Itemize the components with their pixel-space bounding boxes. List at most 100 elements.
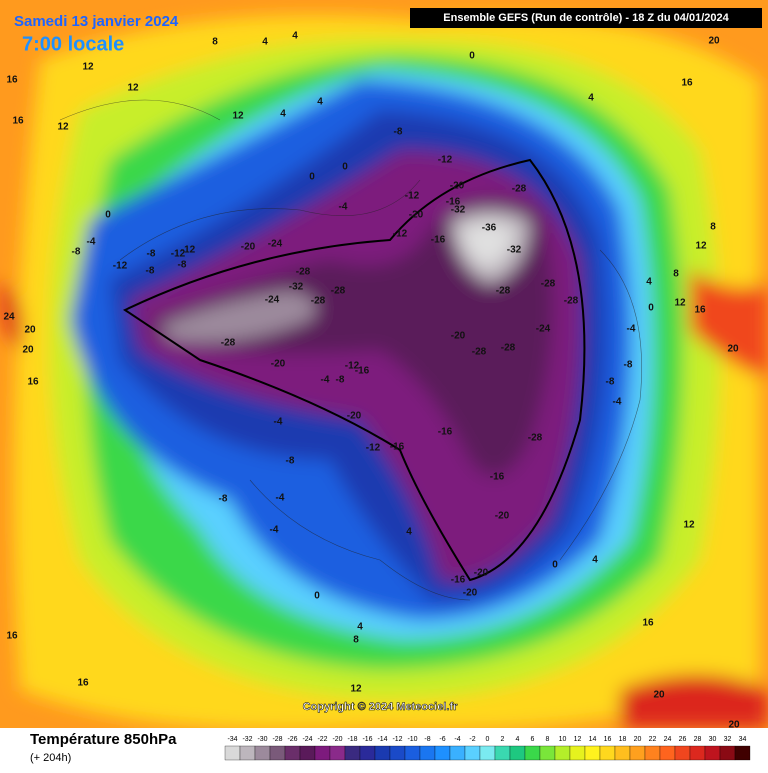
legend-swatch xyxy=(659,745,676,761)
contour-label: 12 xyxy=(57,122,69,133)
legend-label: -18 xyxy=(347,736,357,743)
legend-swatch xyxy=(479,745,496,761)
contour-label: 4 xyxy=(646,277,652,288)
contour-label: -8 xyxy=(394,127,403,138)
legend-swatch xyxy=(509,745,526,761)
contour-label: -8 xyxy=(286,456,295,467)
contour-label: -4 xyxy=(339,202,348,213)
legend-label: -10 xyxy=(407,736,417,743)
legend-swatch xyxy=(329,745,346,761)
legend-swatch xyxy=(224,745,241,761)
contour-label: -28 xyxy=(496,286,511,297)
legend-label: -26 xyxy=(287,736,297,743)
legend-swatch xyxy=(614,745,631,761)
contour-label: -28 xyxy=(501,343,516,354)
contour-label: -20 xyxy=(474,568,489,579)
contour-label: 16 xyxy=(6,75,18,86)
time: 7:00 locale xyxy=(22,33,124,55)
contour-label: -8 xyxy=(219,494,228,505)
contour-label: -16 xyxy=(490,472,505,483)
contour-label: 20 xyxy=(727,344,739,355)
contour-label: -28 xyxy=(541,279,556,290)
legend-label: -22 xyxy=(317,736,327,743)
legend-label: 18 xyxy=(619,736,627,743)
copyright: Copyright © 2024 Meteociel.fr xyxy=(303,701,459,713)
legend-label: -20 xyxy=(332,736,342,743)
legend-swatch xyxy=(704,745,721,761)
contour-label: 16 xyxy=(681,78,693,89)
contour-label: -12 xyxy=(438,155,453,166)
legend-swatch xyxy=(239,745,256,761)
contour-label: -20 xyxy=(451,331,466,342)
legend-swatch xyxy=(719,745,736,761)
contour-label: -16 xyxy=(355,366,370,377)
contour-label: -16 xyxy=(451,575,466,586)
contour-label: -12 xyxy=(113,261,128,272)
legend-swatch xyxy=(674,745,691,761)
legend-label: -34 xyxy=(227,736,237,743)
legend-swatch xyxy=(374,745,391,761)
legend-label: 26 xyxy=(679,736,687,743)
legend-label: 20 xyxy=(634,736,642,743)
legend-label: 0 xyxy=(486,736,490,743)
contour-label: 8 xyxy=(673,269,679,280)
legend-swatch xyxy=(629,745,646,761)
footer-title: Température 850hPa xyxy=(30,731,177,748)
contour-label: -8 xyxy=(72,247,81,258)
contour-label: 12 xyxy=(674,298,686,309)
contour-label: 0 xyxy=(552,560,558,571)
legend-swatch xyxy=(389,745,406,761)
contour-label: -28 xyxy=(221,338,236,349)
contour-label: 16 xyxy=(77,678,89,689)
legend-swatch xyxy=(359,745,376,761)
legend-swatch xyxy=(284,745,301,761)
contour-label: -4 xyxy=(613,397,622,408)
legend-label: 8 xyxy=(546,736,550,743)
contour-label: -32 xyxy=(507,245,522,256)
legend-swatch xyxy=(524,745,541,761)
contour-label: -8 xyxy=(147,249,156,260)
contour-label: 4 xyxy=(262,37,268,48)
legend-swatch xyxy=(434,745,451,761)
contour-label: 4 xyxy=(317,97,323,108)
legend-label: -24 xyxy=(302,736,312,743)
legend-label: 32 xyxy=(724,736,732,743)
contour-label: -20 xyxy=(241,242,256,253)
legend-label: -2 xyxy=(469,736,475,743)
contour-label: 8 xyxy=(353,635,359,646)
contour-label: -12 xyxy=(405,191,420,202)
legend-swatch xyxy=(404,745,421,761)
contour-label: 4 xyxy=(588,93,594,104)
contour-label: -24 xyxy=(536,324,551,335)
legend-label: 6 xyxy=(531,736,535,743)
contour-label: 20 xyxy=(708,36,720,47)
contour-label: -8 xyxy=(336,375,345,386)
contour-label: 20 xyxy=(728,720,740,731)
legend-label: -8 xyxy=(424,736,430,743)
contour-label: -32 xyxy=(289,282,304,293)
contour-label: 16 xyxy=(642,618,654,629)
temperature-field xyxy=(0,0,768,731)
contour-label: 12 xyxy=(683,520,695,531)
contour-label: 0 xyxy=(342,162,348,173)
contour-label: 12 xyxy=(350,684,362,695)
legend-label: -4 xyxy=(454,736,460,743)
contour-label: 0 xyxy=(469,51,475,62)
legend-label: 22 xyxy=(649,736,657,743)
legend-label: -16 xyxy=(362,736,372,743)
legend-swatch xyxy=(644,745,661,761)
contour-label: -16 xyxy=(390,442,405,453)
contour-label: -12 xyxy=(171,249,186,260)
contour-label: 24 xyxy=(3,312,15,323)
legend-swatch xyxy=(464,745,481,761)
contour-label: -32 xyxy=(451,205,466,216)
legend-label: 4 xyxy=(516,736,520,743)
contour-label: 0 xyxy=(105,210,111,221)
legend-label: -28 xyxy=(272,736,282,743)
contour-label: -8 xyxy=(178,260,187,271)
contour-label: -4 xyxy=(276,493,285,504)
contour-label: -20 xyxy=(347,411,362,422)
contour-label: 0 xyxy=(309,172,315,183)
legend-label: 2 xyxy=(501,736,505,743)
